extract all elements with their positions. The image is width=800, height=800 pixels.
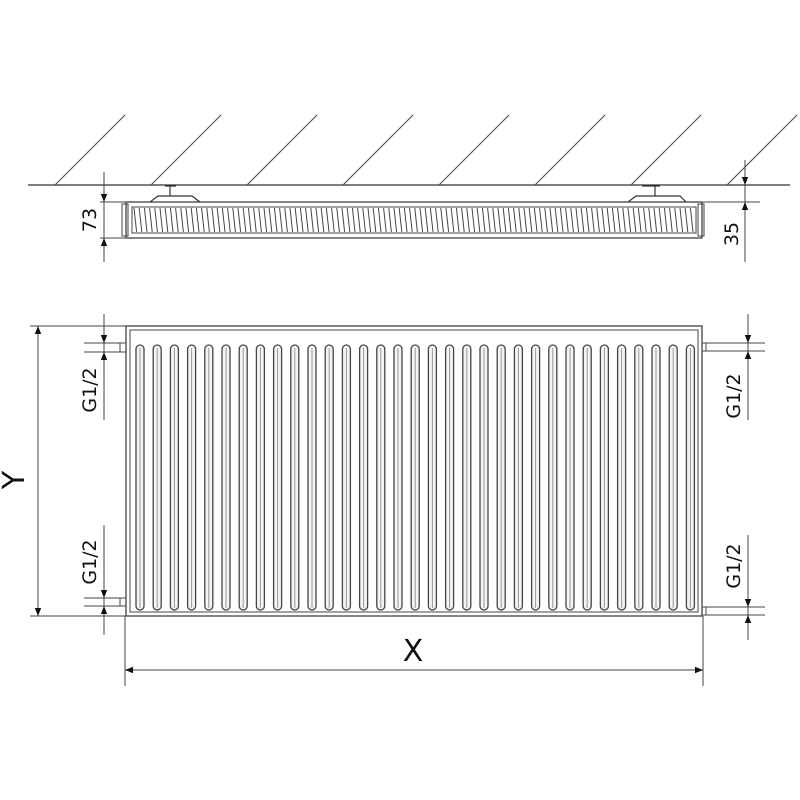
dim-label-35: 35	[721, 222, 743, 246]
dim-label-73: 73	[79, 208, 101, 232]
radiator-front-outline	[125, 325, 703, 617]
panel-fins	[135, 344, 696, 611]
coil-outline	[131, 206, 697, 234]
end-cap-right	[697, 203, 705, 237]
pipe-top-right	[702, 342, 765, 352]
wall	[28, 114, 798, 186]
pipe-top-left	[84, 342, 126, 353]
coil-pattern	[133, 207, 694, 233]
dim-label-g12-top-right: G1/2	[723, 373, 745, 418]
hatch-line	[726, 114, 798, 186]
hatch-line	[630, 114, 702, 186]
hatch-line	[54, 114, 126, 186]
dim-label-g12-bottom-right: G1/2	[723, 543, 745, 588]
hatch-line	[246, 114, 318, 186]
end-cap-left	[121, 203, 129, 237]
dim-label-g12-bottom-left: G1/2	[79, 539, 101, 584]
dim-label-g12-top-left: G1/2	[79, 367, 101, 412]
wall-hatching	[54, 114, 798, 186]
pipe-bottom-left	[84, 597, 126, 607]
pipe-bottom-right	[702, 606, 765, 616]
radiator-inner-outline	[129, 329, 699, 613]
front-view: G1/2 G1/2 G1/2 G1/2 Y X	[0, 314, 765, 686]
hatch-line	[342, 114, 414, 186]
bracket-right	[627, 185, 687, 203]
top-view: 73 35	[79, 160, 760, 262]
bracket-left	[149, 185, 201, 203]
convector-fins	[131, 206, 697, 234]
hatch-line	[150, 114, 222, 186]
dim-label-y: Y	[0, 470, 32, 490]
hatch-line	[438, 114, 510, 186]
hatch-line	[534, 114, 606, 186]
dim-label-x: X	[403, 634, 424, 669]
radiator-top-outline	[125, 201, 703, 239]
